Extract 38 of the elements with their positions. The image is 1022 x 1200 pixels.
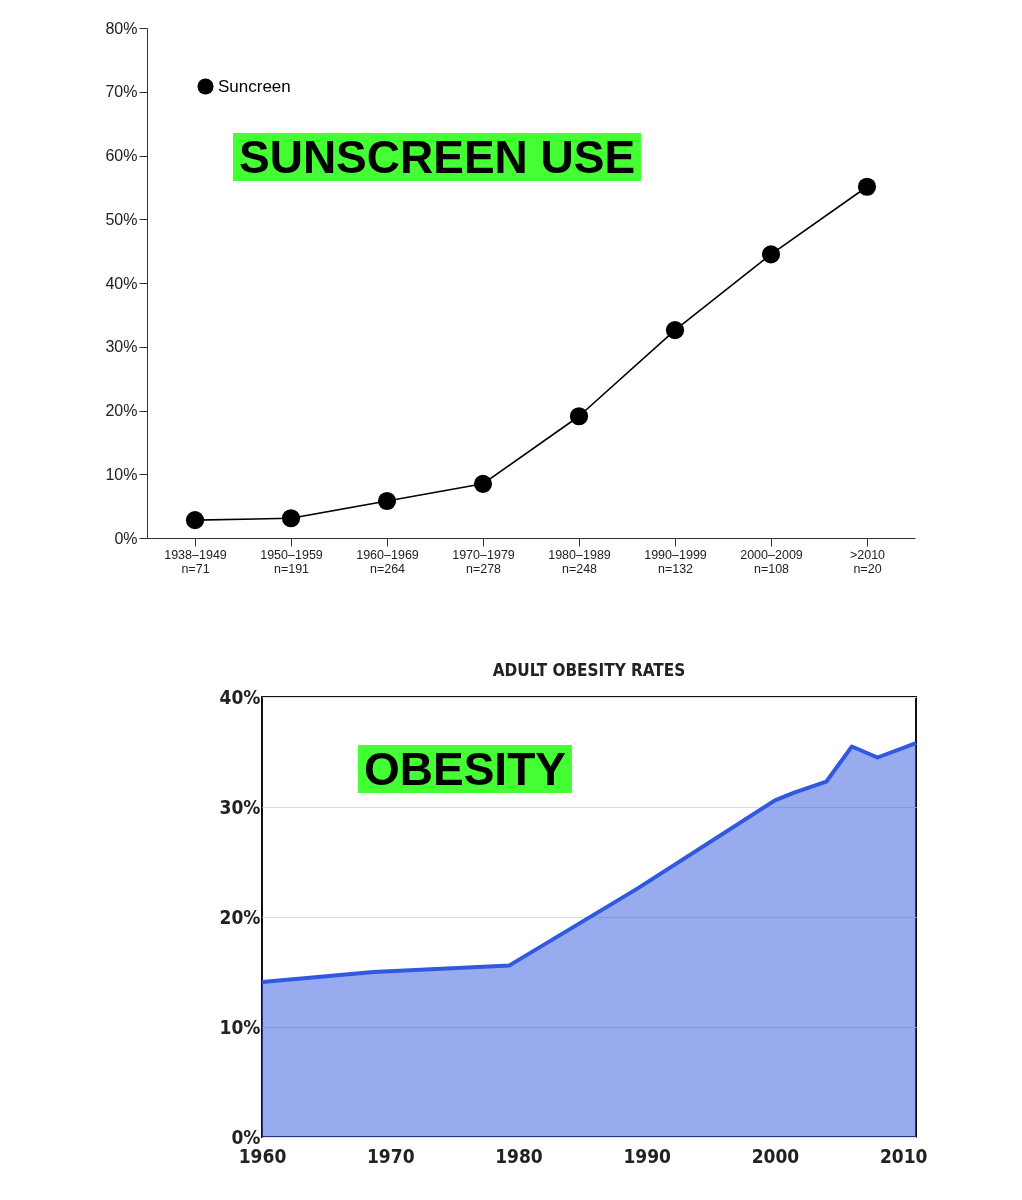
legend-label: Suncreen [218, 76, 291, 96]
x-tick-label: 2010 [879, 1144, 928, 1167]
annotation: SUNSCREEN USE [233, 131, 642, 183]
y-tick-label: 0% [114, 529, 138, 547]
point [281, 509, 301, 528]
x-tick-label: 1960–1969 n=264 [356, 547, 419, 576]
x-tick-label: 1980 [495, 1144, 543, 1167]
x-tick-label: 1990 [623, 1144, 672, 1167]
y-tick-label: 80% [105, 19, 138, 37]
y-tick-label: 10% [105, 465, 138, 483]
point [857, 177, 877, 196]
point [761, 245, 781, 264]
point [665, 321, 685, 340]
y-tick-label: 20% [219, 905, 261, 928]
x-tick-label: 1980–1989 n=248 [548, 547, 611, 576]
annotation: OBESITY [358, 743, 572, 795]
point [377, 491, 397, 511]
y-tick-label: 40% [219, 685, 261, 708]
point [473, 474, 493, 493]
y-tick-label: 60% [105, 147, 138, 164]
point [569, 407, 589, 426]
point [185, 511, 205, 530]
chart-title: ADULT OBESITY RATES [492, 660, 686, 680]
y-tick-label: 30% [219, 795, 261, 818]
x-tick-label: 1950–1959 n=191 [260, 547, 323, 576]
y-tick-label: 70% [105, 83, 138, 101]
y-tick-label: 30% [105, 338, 138, 356]
x-tick-label: 2000 [751, 1144, 800, 1167]
x-tick-label: >2010 n=20 [849, 547, 886, 576]
x-tick-label: 1970 [366, 1144, 415, 1167]
y-tick-label: 50% [105, 210, 138, 228]
x-tick-label: 1970–1979 n=278 [452, 547, 515, 576]
y-tick-label: 10% [219, 1015, 261, 1038]
y-tick-label: 20% [105, 402, 138, 419]
x-tick-label: 2000–2009 n=108 [740, 547, 803, 576]
y-tick-label: 40% [105, 274, 138, 292]
x-tick-label: 1990–1999 n=132 [644, 547, 707, 576]
x-tick-label: 1938–1949 n=71 [164, 547, 227, 576]
